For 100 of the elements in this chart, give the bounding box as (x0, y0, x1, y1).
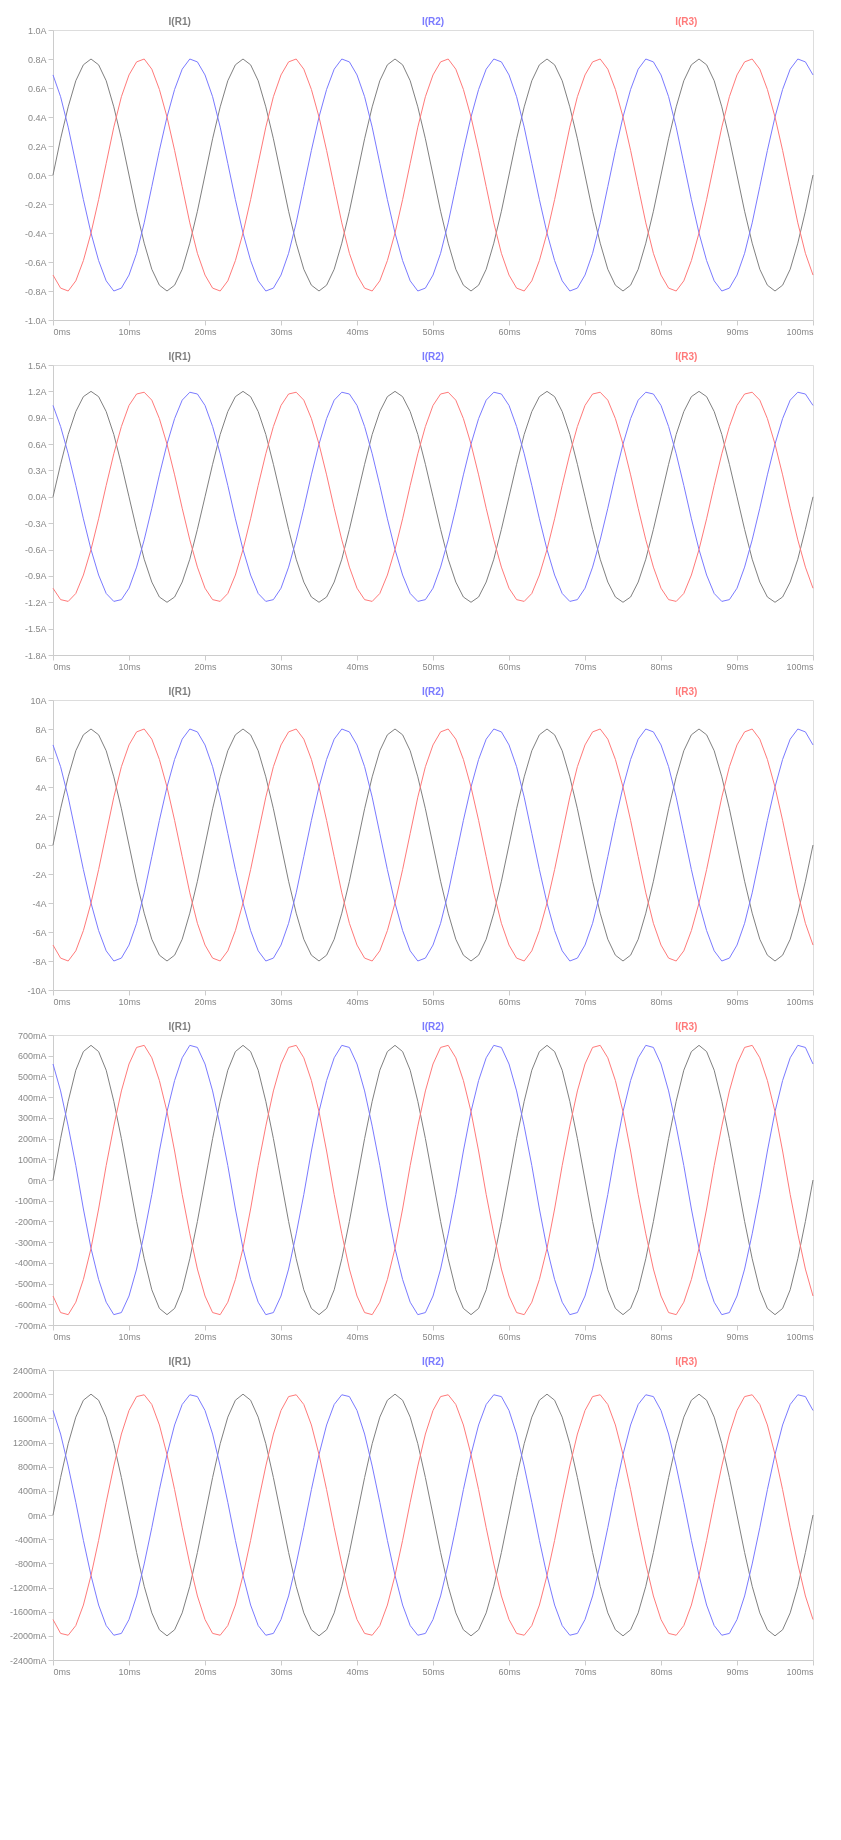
y-tick-label: 800mA (17, 1462, 47, 1473)
y-tick-label: -1200mA (9, 1583, 47, 1593)
y-tick-label: 0.0A (27, 492, 47, 503)
x-tick-label: 70ms (574, 661, 597, 672)
y-tick-label: -1.8A (24, 650, 47, 661)
y-tick-label: 2400mA (12, 1365, 47, 1376)
x-tick-label: 0ms (53, 326, 71, 337)
x-tick-label: 40ms (346, 996, 369, 1007)
y-tick-label: -0.4A (24, 228, 47, 239)
text: I(R3) (675, 351, 698, 362)
x-tick-label: 80ms (650, 326, 673, 337)
line-series (52, 58, 814, 292)
y-tick-label: -1.5A (24, 624, 47, 635)
x-tick-label: 50ms (422, 326, 445, 337)
text: I(R1) (168, 16, 191, 27)
y-tick-label: 1200mA (12, 1438, 47, 1448)
y-tick-label: 2A (35, 811, 47, 822)
y-tick-label: 10A (30, 695, 47, 706)
x-tick-label: 20ms (194, 1666, 217, 1677)
x-tick-label: 40ms (346, 661, 369, 672)
y-tick-label: -6A (32, 927, 47, 938)
x-tick-label: 20ms (194, 996, 217, 1007)
text: I(R2) (421, 1021, 445, 1032)
text: I(R3) (675, 686, 698, 697)
y-tick-label: -400mA (14, 1534, 47, 1545)
x-tick-label: 100ms (786, 661, 814, 672)
y-tick-label: 6A (35, 753, 47, 764)
y-tick-label: 0.3A (27, 465, 47, 476)
x-tick-label: 0ms (53, 1666, 71, 1677)
x-tick-label: 60ms (498, 1666, 521, 1677)
y-tick-label: 0.6A (27, 439, 47, 450)
y-tick-label: 0.2A (27, 141, 47, 152)
y-tick-label: 400mA (17, 1092, 47, 1103)
x-tick-label: 100ms (786, 996, 814, 1007)
x-tick-label: 50ms (422, 996, 445, 1007)
x-tick-label: 100ms (786, 1331, 814, 1342)
y-tick-label: 200mA (17, 1134, 47, 1145)
text: I(R3) (675, 1021, 698, 1032)
text: I(R2) (421, 351, 445, 362)
line-series (52, 1393, 814, 1637)
x-tick-label: 60ms (498, 326, 521, 337)
y-tick-label: 0.9A (27, 413, 47, 424)
y-tick-label: -1600mA (9, 1607, 47, 1618)
y-tick-label: -0.8A (24, 286, 47, 297)
y-tick-label: 1.5A (27, 360, 47, 371)
x-tick-label: 90ms (726, 326, 749, 337)
y-tick-label: 0.6A (27, 83, 47, 94)
x-tick-label: 70ms (574, 1331, 597, 1342)
text: I(R1) (168, 1021, 191, 1032)
x-tick-label: 20ms (194, 1331, 217, 1342)
x-tick-label: 10ms (118, 1331, 141, 1342)
x-tick-label: 100ms (786, 326, 814, 337)
y-tick-label: 8A (35, 724, 47, 735)
x-tick-label: 90ms (726, 1331, 749, 1342)
text: I(R2) (421, 1356, 445, 1367)
y-tick-label: -600mA (14, 1299, 47, 1310)
x-tick-label: 30ms (270, 1331, 293, 1342)
text: I(R1) (168, 1356, 191, 1367)
text: I(R3) (675, 16, 698, 27)
x-tick-label: 0ms (53, 661, 71, 672)
y-tick-label: -10A (27, 985, 47, 996)
y-tick-label: 0A (35, 840, 47, 851)
y-tick-label: -2400mA (9, 1655, 47, 1666)
y-tick-label: -0.2A (24, 199, 47, 210)
x-tick-label: 70ms (574, 996, 597, 1007)
y-tick-label: -200mA (14, 1216, 47, 1227)
x-tick-label: 10ms (118, 326, 141, 337)
y-tick-label: -4A (32, 898, 47, 909)
x-tick-label: 40ms (346, 1331, 369, 1342)
x-tick-label: 30ms (270, 661, 293, 672)
x-tick-label: 90ms (726, 661, 749, 672)
x-tick-label: 10ms (118, 1666, 141, 1677)
y-tick-label: 1.2A (27, 386, 47, 397)
text: I(R2) (421, 16, 445, 27)
x-tick-label: 30ms (270, 1666, 293, 1677)
x-tick-label: 50ms (422, 1666, 445, 1677)
y-tick-label: 400mA (17, 1486, 47, 1497)
x-tick-label: 20ms (194, 661, 217, 672)
y-tick-label: -400mA (14, 1258, 47, 1269)
line-series (52, 1044, 814, 1316)
y-tick-label: 600mA (17, 1051, 47, 1062)
text: I(R2) (421, 686, 445, 697)
text: I(R1) (168, 686, 191, 697)
y-tick-label: -1.2A (24, 597, 47, 608)
x-tick-label: 80ms (650, 996, 673, 1007)
y-tick-label: 100mA (17, 1154, 47, 1165)
y-tick-label: 700mA (17, 1030, 47, 1041)
y-tick-label: -0.3A (24, 518, 47, 529)
y-tick-label: 300mA (17, 1113, 47, 1124)
x-tick-label: 50ms (422, 661, 445, 672)
x-tick-label: 90ms (726, 1666, 749, 1677)
x-tick-label: 90ms (726, 996, 749, 1007)
x-tick-label: 40ms (346, 326, 369, 337)
text: I(R1) (168, 351, 191, 362)
y-tick-label: 0mA (27, 1175, 47, 1186)
x-tick-label: 10ms (118, 661, 141, 672)
x-tick-label: 40ms (346, 1666, 369, 1677)
y-tick-label: -500mA (14, 1279, 47, 1290)
y-tick-label: -0.6A (24, 545, 47, 556)
y-tick-label: 0.4A (27, 112, 47, 123)
